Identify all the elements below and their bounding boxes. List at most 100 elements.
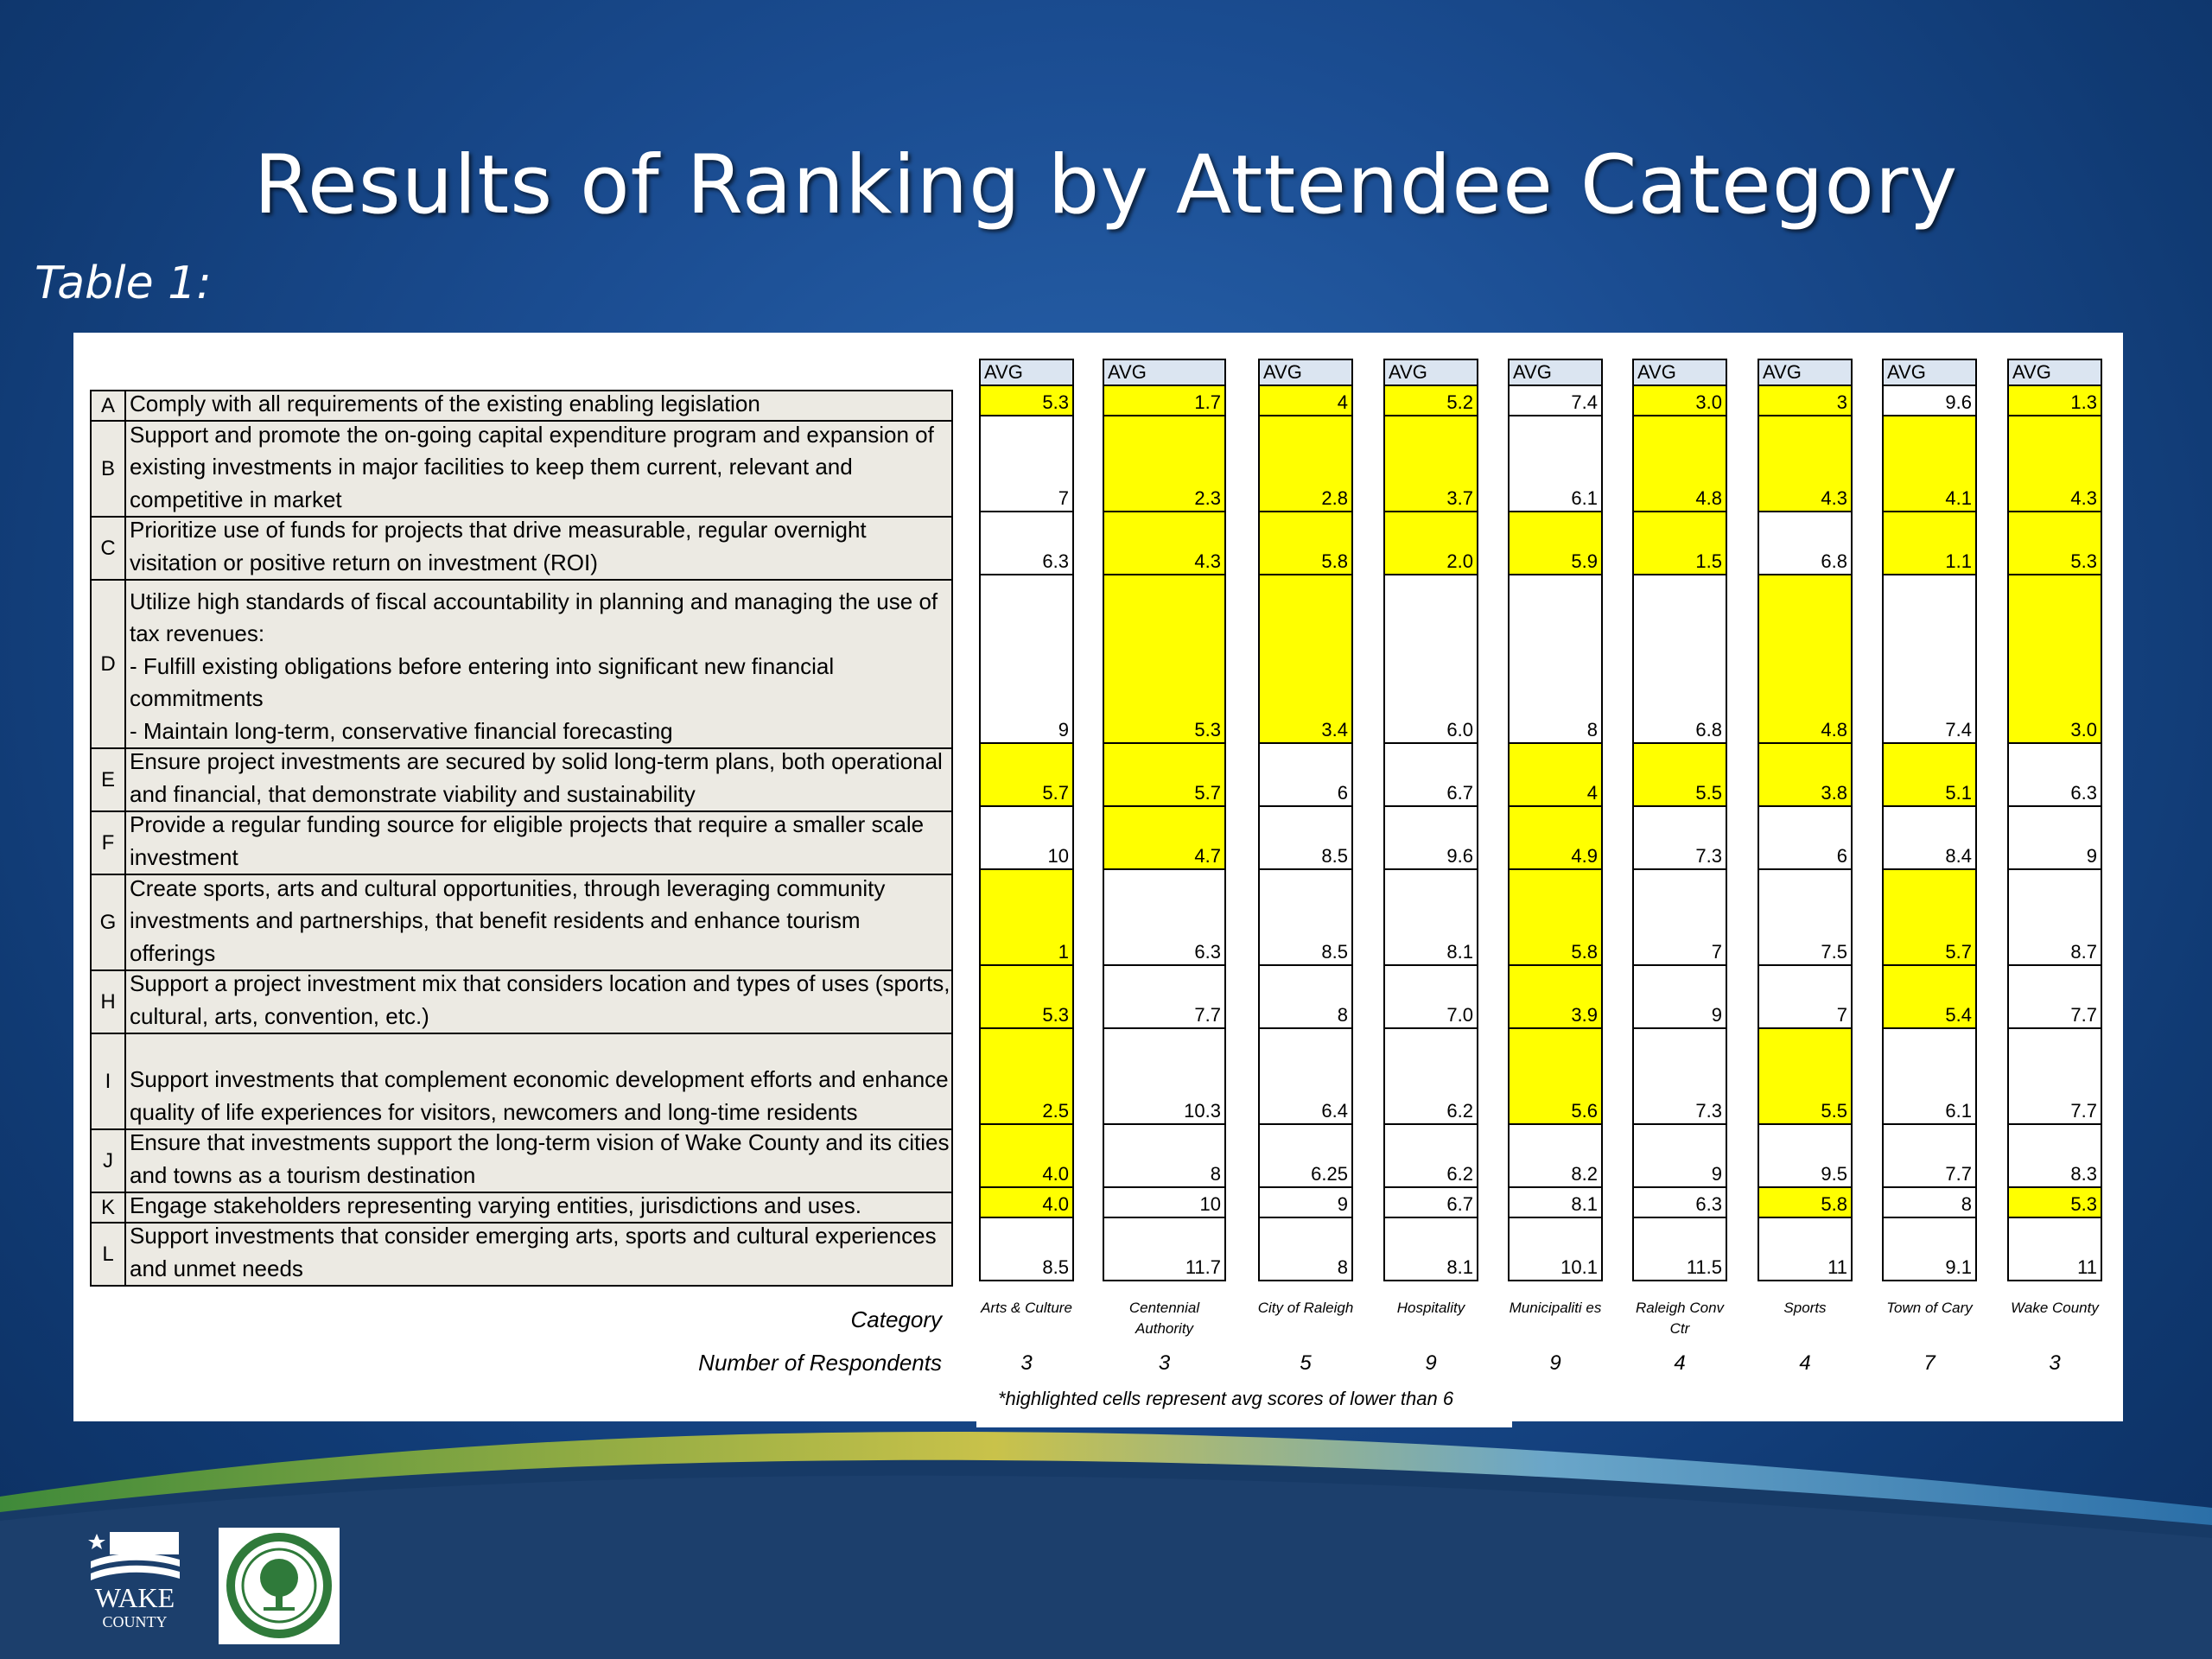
avg-cell: 6.2	[1385, 1125, 1477, 1188]
respondent-count: 5	[1300, 1351, 1312, 1375]
objective-text: Support a project investment mix that co…	[130, 970, 950, 1029]
objective-row: I Support investments that complement eco…	[92, 1034, 951, 1130]
avg-column: AVG 4 2.8 5.8 3.4 6 8.5 8.5 8 6.4 6.25 9 8	[1258, 359, 1353, 1281]
avg-cell: 5.1	[1884, 744, 1975, 807]
avg-cell: 5.3	[1104, 575, 1224, 744]
avg-column-body: 3.0 4.8 1.5 6.8 5.5 7.3 7 9 7.3 9 6.3 11.5	[1632, 386, 1727, 1281]
avg-column: AVG 3.0 4.8 1.5 6.8 5.5 7.3 7 9 7.3 9 6.3 11.5	[1632, 359, 1727, 1281]
avg-cell: 6.1	[1510, 416, 1601, 512]
objective-text: Ensure project investments are secured b…	[130, 748, 943, 807]
respondent-count: 3	[1020, 1351, 1033, 1375]
avg-cell: 3	[1759, 386, 1851, 416]
avg-cell: 4.7	[1104, 807, 1224, 870]
avg-cell: 8.7	[2009, 870, 2101, 966]
avg-cell: 2.3	[1104, 416, 1224, 512]
objective-letter: L	[92, 1224, 126, 1285]
objective-row: E Ensure project investments are secured …	[92, 748, 951, 812]
objective-text: Utilize high standards of fiscal account…	[130, 588, 938, 744]
avg-cell: 10	[981, 807, 1072, 870]
avg-cell: 4.1	[1884, 416, 1975, 512]
avg-column-body: 1.3 4.3 5.3 3.0 6.3 9 8.7 7.7 7.7 8.3 5.3 11	[2007, 386, 2102, 1281]
avg-cell: 5.5	[1759, 1029, 1851, 1125]
avg-cell: 6.0	[1385, 575, 1477, 744]
avg-cell: 8	[1510, 575, 1601, 744]
avg-cell: 9	[2009, 807, 2101, 870]
objective-letter: K	[92, 1193, 126, 1222]
svg-text:COUNTY: COUNTY	[103, 1613, 168, 1630]
avg-header: AVG	[2007, 359, 2102, 386]
avg-cell: 6	[1260, 744, 1351, 807]
objectives-table: A Comply with all requirements of the exi…	[90, 390, 953, 1287]
avg-header: AVG	[1103, 359, 1226, 386]
category-name: Centennial Authority	[1128, 1300, 1200, 1337]
objective-text: Prioritize use of funds for projects tha…	[130, 517, 867, 575]
objective-text: Ensure that investments support the long…	[130, 1129, 950, 1188]
avg-cell: 8.2	[1510, 1125, 1601, 1188]
category-name: City of Raleigh	[1257, 1300, 1354, 1316]
objective-letter: G	[92, 875, 126, 969]
avg-cell: 5.2	[1385, 386, 1477, 416]
category-name: Hospitality	[1396, 1300, 1465, 1316]
table-label: Table 1:	[35, 257, 212, 309]
slide-title: Results of Ranking by Attendee Category	[253, 138, 1959, 232]
avg-cell: 8.5	[981, 1218, 1072, 1281]
respondent-count: 3	[1158, 1351, 1171, 1375]
objective-text: Provide a regular funding source for eli…	[130, 811, 925, 870]
avg-cell: 6.7	[1385, 1188, 1477, 1218]
category-name: Town of Cary	[1886, 1300, 1973, 1316]
objective-letter: A	[92, 391, 126, 420]
avg-cell: 7	[1759, 966, 1851, 1029]
avg-cell: 6	[1759, 807, 1851, 870]
table-panel-extension	[976, 1408, 1512, 1427]
avg-header: AVG	[1882, 359, 1977, 386]
avg-cell: 8.5	[1260, 870, 1351, 966]
avg-cell: 7.7	[2009, 966, 2101, 1029]
avg-cell: 7.7	[1104, 966, 1224, 1029]
avg-cell: 11.7	[1104, 1218, 1224, 1281]
avg-cell: 6.3	[1634, 1188, 1726, 1218]
objective-letter: H	[92, 971, 126, 1033]
avg-cell: 1.5	[1634, 512, 1726, 575]
avg-cell: 4.0	[981, 1188, 1072, 1218]
avg-header: AVG	[1258, 359, 1353, 386]
avg-cell: 6.8	[1634, 575, 1726, 744]
avg-header: AVG	[979, 359, 1074, 386]
objective-text: Engage stakeholders representing varying…	[130, 1192, 861, 1218]
avg-cell: 7.4	[1884, 575, 1975, 744]
objective-row: A Comply with all requirements of the exi…	[92, 391, 951, 422]
avg-cell: 2.8	[1260, 416, 1351, 512]
avg-cell: 5.7	[981, 744, 1072, 807]
avg-cell: 8.1	[1510, 1188, 1601, 1218]
avg-cell: 8	[1104, 1125, 1224, 1188]
avg-cell: 4.9	[1510, 807, 1601, 870]
avg-cell: 8	[1260, 1218, 1351, 1281]
avg-cell: 5.4	[1884, 966, 1975, 1029]
avg-cell: 8.3	[2009, 1125, 2101, 1188]
avg-cell: 2.5	[981, 1029, 1072, 1125]
objective-row: G Create sports, arts and cultural opport…	[92, 875, 951, 971]
avg-cell: 3.0	[1634, 386, 1726, 416]
avg-cell: 6.3	[1104, 870, 1224, 966]
avg-cell: 5.5	[1634, 744, 1726, 807]
avg-cell: 4.3	[1759, 416, 1851, 512]
avg-cell: 8.4	[1884, 807, 1975, 870]
avg-cell: 7.3	[1634, 807, 1726, 870]
avg-cell: 5.7	[1884, 870, 1975, 966]
avg-column: AVG 5.3 7 6.3 9 5.7 10 1 5.3 2.5 4.0 4.0 8.5	[979, 359, 1074, 1281]
avg-cell: 9.1	[1884, 1218, 1975, 1281]
objective-row: K Engage stakeholders representing varyin…	[92, 1192, 951, 1224]
avg-cell: 4.8	[1634, 416, 1726, 512]
avg-header: AVG	[1508, 359, 1603, 386]
avg-cell: 3.9	[1510, 966, 1601, 1029]
avg-cell: 5.3	[981, 386, 1072, 416]
objective-row: L Support investments that consider emerg…	[92, 1223, 951, 1287]
avg-cell: 9	[1634, 966, 1726, 1029]
avg-cell: 5.3	[2009, 1188, 2101, 1218]
avg-cell: 6.3	[981, 512, 1072, 575]
avg-cell: 1	[981, 870, 1072, 966]
avg-cell: 3.0	[2009, 575, 2101, 744]
avg-column: AVG 7.4 6.1 5.9 8 4 4.9 5.8 3.9 5.6 8.2 8.1 10.1	[1508, 359, 1603, 1281]
avg-column-body: 4 2.8 5.8 3.4 6 8.5 8.5 8 6.4 6.25 9 8	[1258, 386, 1353, 1281]
avg-column: AVG 5.2 3.7 2.0 6.0 6.7 9.6 8.1 7.0 6.2 6.2 6.7 8.1	[1383, 359, 1478, 1281]
category-name: Raleigh Conv Ctr	[1635, 1300, 1725, 1337]
